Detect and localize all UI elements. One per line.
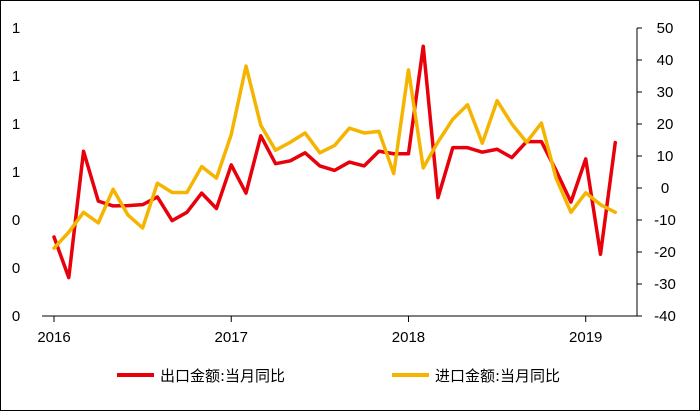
left-tick-label: 1: [12, 164, 20, 181]
right-tick-label: 30: [657, 84, 674, 101]
left-tick-label: 0: [12, 260, 20, 277]
x-tick-label: 2017: [215, 329, 248, 346]
series-lines: [52, 44, 618, 280]
x-axis-ticks: 2016 2017 2018 2019: [37, 316, 602, 346]
right-tick-label: 10: [657, 148, 674, 165]
x-tick-label: 2019: [569, 329, 602, 346]
left-tick-label: 1: [12, 20, 20, 37]
series-line-export: [52, 44, 618, 280]
right-tick-label: 0: [661, 180, 669, 197]
left-tick-label: 0: [12, 308, 20, 325]
left-tick-label: 1: [12, 116, 20, 133]
right-axis-ticks: 50 40 30 20 10 0 -10 -20 -30 -40: [637, 20, 676, 325]
legend: 出口金额:当月同比 进口金额:当月同比: [117, 367, 560, 385]
legend-label-import: 进口金额:当月同比: [435, 367, 560, 385]
x-tick-label: 2018: [392, 329, 425, 346]
right-tick-label: -10: [654, 212, 676, 229]
right-tick-label: 50: [657, 20, 674, 37]
left-tick-label: 0: [12, 212, 20, 229]
left-tick-label: 1: [12, 68, 20, 85]
series-line-import: [52, 64, 618, 250]
right-tick-label: 20: [657, 116, 674, 133]
right-tick-label: -20: [654, 244, 676, 261]
right-tick-label: -40: [654, 308, 676, 325]
right-tick-label: 40: [657, 52, 674, 69]
legend-label-export: 出口金额:当月同比: [160, 367, 285, 385]
left-axis-ticks: 0 0 0 1 1 1 1: [12, 20, 20, 325]
x-tick-label: 2016: [37, 329, 70, 346]
right-tick-label: -30: [654, 276, 676, 293]
